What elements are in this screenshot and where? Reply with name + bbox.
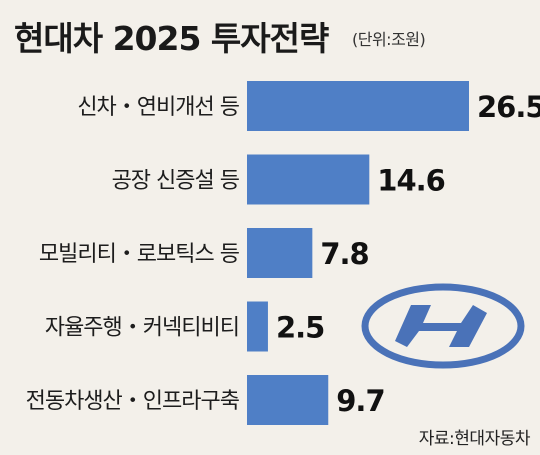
category-label-4: 전동차생산・인프라구축	[26, 389, 240, 414]
bar-0	[247, 81, 469, 131]
bar-2	[247, 228, 313, 278]
hyundai-logo-icon	[361, 283, 525, 369]
source-note: 자료:현대자동차	[418, 429, 531, 449]
value-label-2: 7.8	[320, 237, 368, 271]
category-label-1: 공장 신증설 등	[112, 169, 240, 194]
page-title: 현대차 2025 투자전략	[14, 19, 329, 58]
bar-1	[247, 154, 370, 205]
value-label-0: 26.5	[477, 90, 540, 124]
category-label-2: 모빌리티・로보틱스 등	[39, 242, 240, 267]
category-label-0: 신차・연비개선 등	[77, 95, 239, 120]
value-label-1: 14.6	[377, 164, 445, 198]
value-label-4: 9.7	[336, 384, 384, 418]
bar-3	[247, 301, 268, 352]
category-label-3: 자율주행・커넥티비티	[45, 316, 239, 341]
value-label-3: 2.5	[276, 311, 324, 345]
bar-4	[247, 375, 329, 425]
unit-label: (단위:조원)	[352, 30, 426, 49]
